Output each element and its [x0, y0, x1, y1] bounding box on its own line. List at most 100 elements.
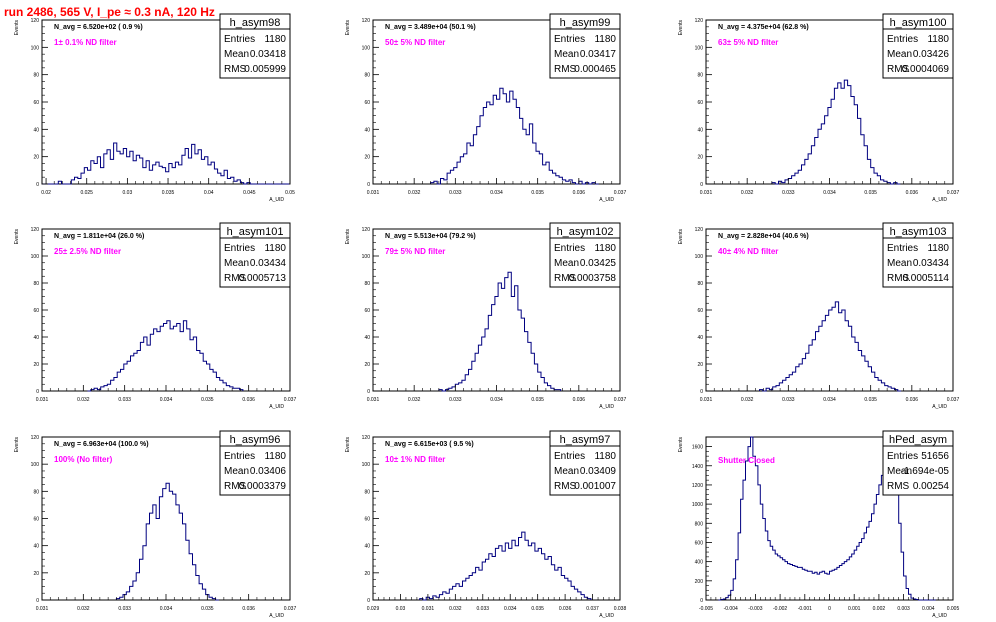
n-avg-label: N_avg = 6.520e+02 ( 0.9 %): [54, 24, 143, 31]
y-tick-label: 40: [364, 127, 370, 133]
stats-box: [882, 222, 954, 288]
x-tick-label: 0.032: [77, 606, 90, 612]
stats-box: [549, 222, 621, 288]
stats-mean-value: 0.03434: [250, 258, 287, 269]
x-tick-label: 0.037: [614, 190, 627, 196]
y-tick-label: 40: [33, 127, 39, 133]
x-tick-label: 0.033: [782, 397, 795, 403]
y-tick-label: 100: [31, 254, 40, 260]
y-tick-label: 100: [31, 45, 40, 51]
x-tick-label: 0.031: [367, 397, 380, 403]
stats-rms-label: RMS: [554, 273, 577, 284]
x-tick-label: 0.02: [41, 190, 51, 196]
x-tick-label: 0.038: [614, 606, 627, 612]
histogram-line: [759, 301, 902, 392]
y-tick-label: 200: [695, 579, 704, 585]
stats-rms-label: RMS: [554, 64, 577, 75]
stats-mean-label: Mean: [554, 466, 579, 477]
x-tick-label: 0.034: [504, 606, 517, 612]
x-tick-label: 0.033: [118, 397, 131, 403]
stats-entries-label: Entries: [887, 243, 918, 254]
x-tick-label: 0.032: [408, 397, 421, 403]
stats-mean-label: Mean: [224, 258, 249, 269]
x-tick-label: 0.032: [741, 190, 754, 196]
x-tick-label: 0.033: [477, 606, 490, 612]
x-tick-label: 0.03: [123, 190, 133, 196]
run-title: run 2486, 565 V, I_pe ≈ 0.3 nA, 120 Hz: [4, 5, 215, 19]
stats-box: [882, 13, 954, 79]
stats-rms-label: RMS: [224, 273, 247, 284]
x-axis-label: A_UID: [269, 197, 284, 203]
x-tick-label: 0.04: [204, 190, 214, 196]
y-axis-label: Events: [678, 20, 684, 36]
y-tick-label: 600: [695, 540, 704, 546]
stats-entries-value: 1180: [594, 34, 616, 45]
x-tick-label: 0.036: [242, 397, 255, 403]
x-axis-label: A_UID: [599, 197, 614, 203]
filter-annotation: Shutter Closed: [718, 456, 775, 465]
y-tick-label: 40: [33, 335, 39, 341]
x-tick-label: 0.045: [243, 190, 256, 196]
x-tick-label: -0.005: [699, 606, 713, 612]
stats-mean-value: 0.03425: [580, 258, 617, 269]
y-tick-label: 800: [695, 521, 704, 527]
y-axis-label: Events: [345, 20, 351, 36]
y-tick-label: 60: [364, 100, 370, 106]
y-tick-label: 1000: [692, 502, 703, 508]
stats-title: h_asym97: [560, 434, 611, 446]
x-tick-label: -0.001: [798, 606, 812, 612]
y-tick-label: 120: [31, 435, 40, 441]
histogram-panel-hPed_asym: -0.005 -0.004 -0.003 -0.002 -0.001 0 0.001 0.00…: [678, 430, 959, 619]
stats-title: h_asym98: [230, 17, 281, 29]
y-tick-label: 120: [362, 435, 371, 441]
histogram-panel-h_asym98: 0.02 0.025 0.03 0.035 0.04 0.045 0.05 0 20 40 60 80…: [14, 13, 295, 203]
x-axis-label: A_UID: [269, 613, 284, 619]
stats-title: h_asym101: [227, 226, 284, 238]
n-avg-label: N_avg = 1.811e+04 (26.0 %): [54, 233, 144, 240]
x-tick-label: -0.003: [748, 606, 762, 612]
y-tick-label: 60: [697, 308, 703, 314]
stats-rms-value: 0.001007: [574, 481, 616, 492]
stats-box: [882, 430, 954, 496]
y-tick-label: 120: [695, 227, 704, 233]
n-avg-label: N_avg = 4.375e+04 (62.8 %): [718, 24, 809, 31]
x-axis-label: A_UID: [932, 197, 947, 203]
y-tick-label: 80: [697, 73, 703, 79]
histogram-line: [42, 142, 290, 185]
n-avg-label: N_avg = 6.963e+04 (100.0 %): [54, 441, 149, 448]
x-axis-label: A_UID: [932, 613, 947, 619]
y-tick-label: 120: [31, 18, 40, 24]
y-tick-label: 20: [364, 571, 370, 577]
stats-rms-value: 0.00254: [913, 481, 950, 492]
stats-entries-value: 51656: [921, 451, 949, 462]
y-tick-label: 60: [364, 308, 370, 314]
x-axis-label: A_UID: [599, 404, 614, 410]
y-axis-label: Events: [345, 229, 351, 245]
stats-title: h_asym100: [890, 17, 947, 29]
x-tick-label: 0.036: [573, 397, 586, 403]
stats-mean-value: 0.03417: [580, 49, 617, 60]
y-tick-label: 100: [31, 462, 40, 468]
stats-box: [219, 13, 291, 79]
y-tick-label: 0: [367, 389, 370, 395]
stats-entries-value: 1180: [927, 243, 949, 254]
y-tick-label: 100: [362, 45, 371, 51]
y-tick-label: 20: [364, 155, 370, 161]
x-tick-label: 0.033: [449, 397, 462, 403]
stats-rms-label: RMS: [224, 64, 247, 75]
x-tick-label: 0.034: [823, 190, 836, 196]
stats-rms-label: RMS: [554, 481, 577, 492]
y-tick-label: 40: [33, 544, 39, 550]
stats-entries-label: Entries: [224, 34, 255, 45]
y-tick-label: 80: [364, 73, 370, 79]
y-tick-label: 80: [364, 281, 370, 287]
stats-rms-value: 0.0003758: [569, 273, 617, 284]
stats-box: [549, 430, 621, 496]
n-avg-label: N_avg = 6.615e+03 ( 9.5 %): [385, 441, 474, 448]
filter-annotation: 100% (No filter): [54, 455, 113, 464]
x-tick-label: 0.032: [77, 397, 90, 403]
x-axis-label: A_UID: [269, 404, 284, 410]
stats-entries-value: 1180: [594, 451, 616, 462]
stats-rms-value: 0.0005713: [239, 273, 287, 284]
